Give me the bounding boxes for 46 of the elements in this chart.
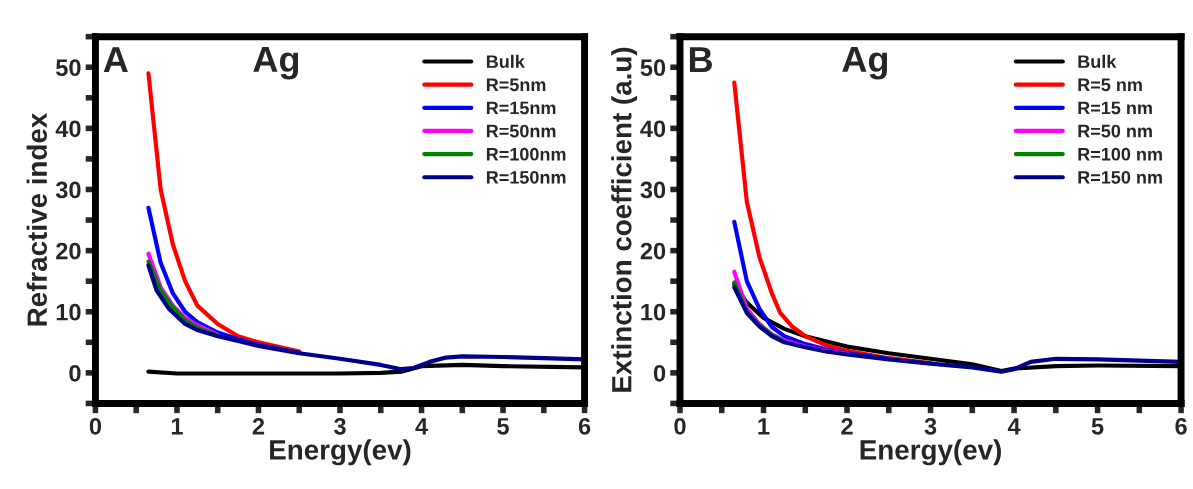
y-tick-label: 30 — [55, 181, 81, 199]
x-tick-label: 3 — [924, 417, 937, 435]
x-tick-label: 1 — [171, 418, 183, 435]
legend-label: R=100nm — [486, 147, 566, 161]
x-axis-title: Energy(ev) — [860, 439, 1001, 466]
legend-label: Bulk — [486, 54, 525, 68]
x-tick-label: 0 — [89, 417, 102, 435]
y-tick-label: 10 — [56, 303, 81, 321]
x-tick-label: 2 — [252, 417, 265, 435]
legend-label: Bulk — [1078, 54, 1117, 68]
y-axis-title: Extinction coefficient (a.u) — [611, 47, 638, 392]
x-tick-label: 6 — [1175, 417, 1187, 435]
legend-label: R=50nm — [486, 124, 556, 138]
legend-label: R=5nm — [486, 78, 546, 92]
y-tick-label: 40 — [55, 120, 81, 138]
legend-label: R=15 nm — [1078, 101, 1152, 115]
x-axis-title: Energy(ev) — [270, 439, 411, 466]
x-tick-label: 0 — [674, 417, 686, 435]
annotation: Ag — [253, 47, 299, 80]
annotation: Ag — [842, 47, 888, 80]
y-tick-label: 0 — [653, 364, 666, 382]
y-tick-label: 50 — [56, 59, 81, 77]
x-tick-label: 2 — [841, 417, 853, 435]
y-tick-label: 30 — [640, 181, 666, 199]
legend-label: R=15nm — [486, 101, 556, 115]
x-tick-label: 4 — [1007, 418, 1021, 435]
y-tick-label: 10 — [641, 303, 666, 321]
annotation: A — [103, 47, 128, 73]
y-tick-label: 50 — [640, 59, 666, 77]
x-tick-label: 3 — [333, 417, 346, 435]
legend-label: R=5 nm — [1078, 78, 1142, 92]
x-tick-label: 5 — [1091, 418, 1104, 435]
y-tick-label: 20 — [640, 242, 666, 260]
y-axis-title: Refractive index — [26, 112, 48, 326]
x-tick-label: 4 — [415, 418, 428, 435]
legend-label: R=150nm — [486, 170, 566, 184]
legend-label: R=50 nm — [1078, 124, 1152, 138]
legend-label: R=150 nm — [1078, 170, 1162, 184]
x-tick-label: 1 — [758, 418, 770, 435]
annotation: B — [689, 47, 712, 73]
legend-label: R=100 nm — [1078, 147, 1162, 161]
y-tick-label: 40 — [640, 120, 666, 138]
x-tick-label: 6 — [578, 417, 591, 435]
y-tick-label: 0 — [69, 364, 81, 382]
y-tick-label: 20 — [56, 242, 81, 260]
x-tick-label: 5 — [497, 418, 509, 435]
